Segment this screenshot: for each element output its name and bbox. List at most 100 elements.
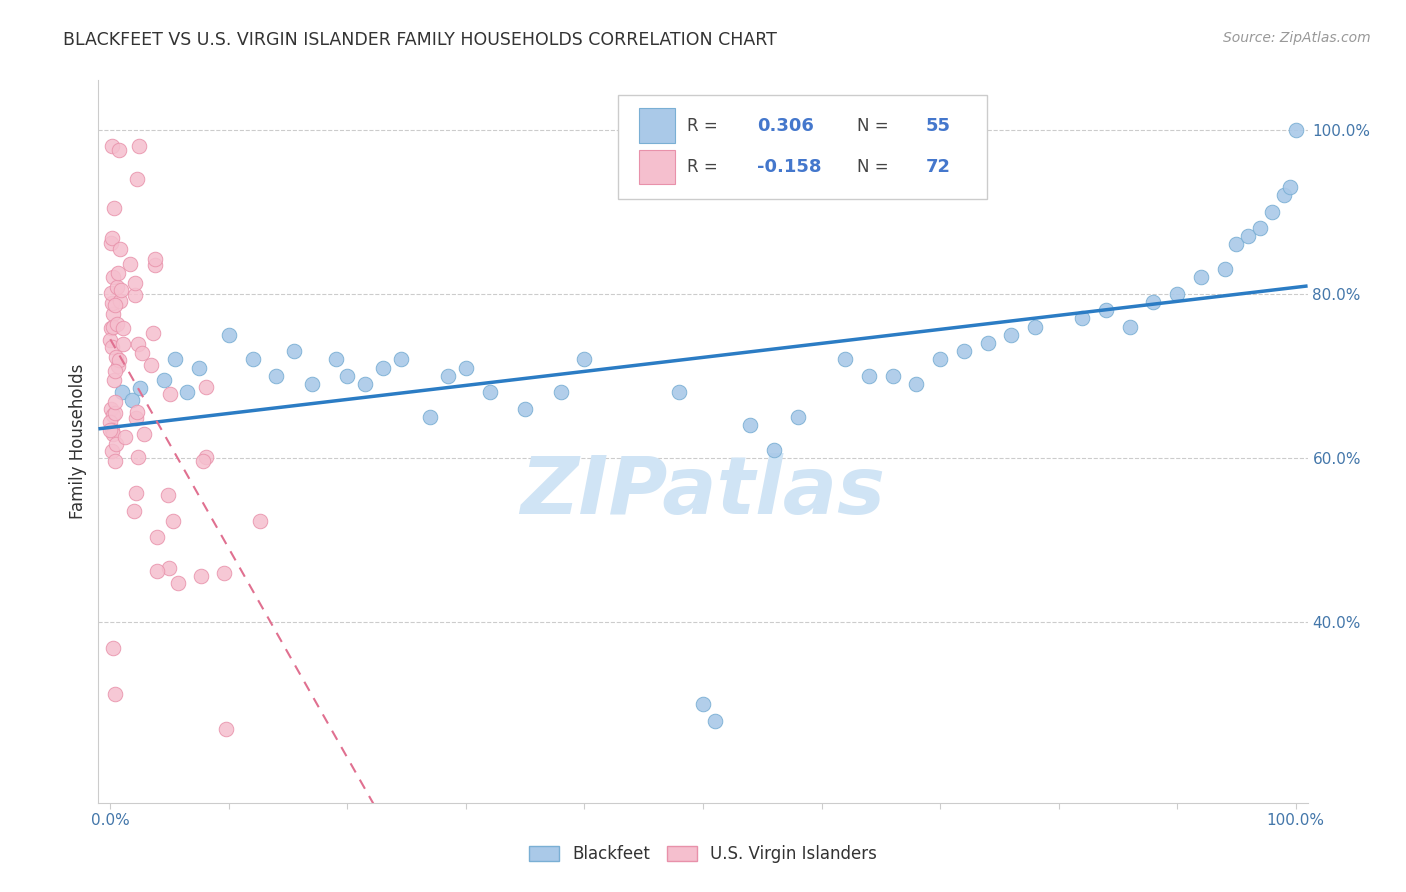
- Point: [162, 514, 184, 528]
- Point: [242, 352, 264, 367]
- Point: [1119, 319, 1142, 334]
- Point: [191, 454, 214, 468]
- Point: [131, 346, 153, 360]
- Bar: [638, 150, 675, 185]
- Point: [128, 139, 150, 153]
- Point: [103, 427, 125, 442]
- Point: [124, 277, 146, 291]
- Point: [834, 352, 856, 367]
- Point: [105, 350, 128, 364]
- Point: [101, 231, 124, 245]
- Point: [100, 423, 122, 437]
- Text: N =: N =: [856, 158, 893, 176]
- Point: [101, 409, 124, 423]
- Point: [100, 415, 122, 429]
- Point: [110, 294, 132, 309]
- Point: [905, 377, 928, 392]
- Point: [112, 320, 135, 334]
- Text: 0.306: 0.306: [758, 117, 814, 135]
- Point: [437, 368, 460, 383]
- Point: [101, 307, 124, 321]
- Point: [104, 395, 127, 409]
- Point: [882, 368, 904, 383]
- Point: [100, 235, 122, 250]
- Point: [129, 381, 152, 395]
- Point: [101, 320, 124, 334]
- Point: [125, 485, 148, 500]
- Point: [218, 327, 240, 342]
- Point: [515, 401, 537, 416]
- Legend: Blackfeet, U.S. Virgin Islanders: Blackfeet, U.S. Virgin Islanders: [529, 845, 877, 863]
- Point: [146, 530, 169, 544]
- Point: [166, 575, 188, 590]
- Point: [1278, 180, 1301, 194]
- Point: [1142, 295, 1164, 310]
- Text: 72: 72: [925, 158, 950, 176]
- Point: [124, 288, 146, 302]
- Point: [111, 385, 134, 400]
- Text: Source: ZipAtlas.com: Source: ZipAtlas.com: [1223, 31, 1371, 45]
- Point: [107, 352, 129, 367]
- Point: [125, 405, 148, 419]
- Point: [114, 430, 136, 444]
- Point: [103, 641, 125, 656]
- Point: [1261, 204, 1284, 219]
- Point: [195, 450, 218, 465]
- Point: [1249, 221, 1271, 235]
- Point: [976, 336, 998, 351]
- Point: [121, 393, 143, 408]
- Point: [125, 172, 148, 186]
- Point: [1213, 262, 1236, 277]
- Point: [101, 296, 124, 310]
- Point: [132, 427, 155, 442]
- Text: -0.158: -0.158: [758, 158, 823, 176]
- Point: [858, 368, 880, 383]
- Point: [1000, 327, 1022, 342]
- Point: [1166, 286, 1188, 301]
- Point: [100, 321, 122, 335]
- Point: [143, 258, 166, 272]
- Point: [104, 406, 127, 420]
- Point: [371, 360, 394, 375]
- Point: [763, 442, 786, 457]
- Text: R =: R =: [688, 158, 723, 176]
- Point: [740, 418, 762, 433]
- Point: [159, 387, 181, 401]
- Point: [108, 242, 131, 256]
- Point: [157, 488, 180, 502]
- Point: [103, 454, 125, 468]
- Point: [104, 687, 127, 701]
- Point: [1272, 188, 1295, 202]
- Point: [103, 201, 125, 215]
- Point: [1024, 319, 1046, 334]
- Point: [157, 560, 180, 574]
- Point: [101, 444, 124, 458]
- Point: [1225, 237, 1247, 252]
- Point: [107, 359, 129, 373]
- Point: [668, 385, 690, 400]
- Point: [100, 285, 122, 300]
- Point: [336, 368, 359, 383]
- Point: [152, 373, 174, 387]
- Point: [952, 344, 974, 359]
- Point: [1285, 122, 1308, 136]
- Point: [127, 450, 149, 464]
- Point: [1237, 229, 1260, 244]
- Point: [111, 337, 134, 351]
- Point: [478, 385, 501, 400]
- Point: [103, 373, 125, 387]
- Point: [264, 368, 287, 383]
- Point: [127, 337, 149, 351]
- Point: [143, 252, 166, 266]
- Point: [249, 514, 271, 528]
- Point: [1095, 303, 1118, 318]
- Text: N =: N =: [856, 117, 893, 135]
- Point: [101, 269, 124, 284]
- Point: [190, 568, 212, 582]
- Point: [105, 318, 128, 332]
- Point: [108, 143, 131, 157]
- Text: 55: 55: [925, 117, 950, 135]
- Point: [786, 409, 808, 424]
- Point: [188, 360, 211, 375]
- Point: [574, 352, 596, 367]
